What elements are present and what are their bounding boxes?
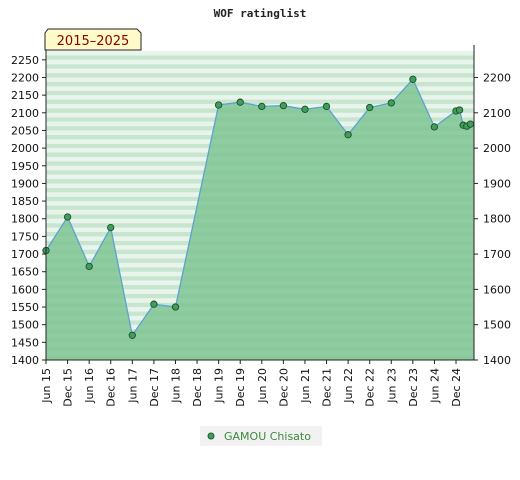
x-tick-label: Jun 18 bbox=[170, 368, 183, 404]
x-tick-label: Jun 19 bbox=[213, 368, 226, 404]
background-band bbox=[46, 59, 474, 65]
left-tick-label: 1500 bbox=[11, 319, 39, 332]
data-point bbox=[150, 300, 158, 308]
year-range-badge: 2015–2025 bbox=[44, 28, 142, 51]
legend-label: GAMOU Chisato bbox=[224, 430, 311, 443]
data-point bbox=[258, 102, 266, 111]
x-tick-label: Dec 17 bbox=[148, 368, 161, 407]
chart-title: WOF ratinglist bbox=[214, 7, 307, 20]
x-tick-label: Jun 22 bbox=[342, 368, 355, 404]
x-tick-label: Jun 21 bbox=[299, 368, 312, 404]
data-point bbox=[85, 262, 93, 271]
background-band bbox=[46, 86, 474, 91]
axes-layer: 1400 1450 1500 1550 1600 1650 1700 1750 1800 1850… bbox=[11, 45, 511, 407]
left-tick-label: 2100 bbox=[11, 107, 39, 120]
right-tick-label: 1500 bbox=[483, 319, 511, 332]
left-tick-label: 1650 bbox=[11, 266, 39, 279]
data-point bbox=[107, 223, 115, 232]
left-tick-label: 1850 bbox=[11, 195, 39, 208]
left-tick-label: 2250 bbox=[11, 54, 39, 67]
background-band bbox=[46, 99, 474, 104]
background-band bbox=[46, 95, 474, 100]
legend: GAMOU Chisato bbox=[200, 426, 322, 446]
marker-layer bbox=[42, 75, 475, 339]
left-tick-label: 2000 bbox=[11, 142, 39, 155]
left-tick-label: 2050 bbox=[11, 124, 39, 137]
left-tick-label: 1550 bbox=[11, 301, 39, 314]
x-tick-label: Dec 22 bbox=[364, 368, 377, 407]
left-tick-label: 1950 bbox=[11, 160, 39, 173]
x-tick-label: Dec 20 bbox=[277, 368, 290, 407]
series-area bbox=[46, 79, 474, 361]
background-band bbox=[46, 73, 474, 78]
background-band bbox=[46, 68, 474, 74]
background-band bbox=[46, 55, 474, 60]
right-tick-label: 2100 bbox=[483, 107, 511, 120]
right-tick-label: 1600 bbox=[483, 283, 511, 296]
data-point bbox=[455, 106, 464, 114]
x-tick-label: Jun 20 bbox=[256, 368, 269, 404]
data-point bbox=[214, 101, 223, 109]
left-tick-label: 1400 bbox=[11, 354, 39, 367]
x-tick-label: Dec 24 bbox=[450, 368, 463, 407]
x-tick-label: Jun 15 bbox=[40, 368, 53, 404]
left-tick-label: 2150 bbox=[11, 89, 39, 102]
data-point bbox=[171, 303, 180, 311]
right-tick-label: 1400 bbox=[483, 354, 511, 367]
left-tick-label: 1700 bbox=[11, 248, 39, 261]
left-tick-label: 2200 bbox=[11, 71, 39, 84]
x-tick-label: Dec 23 bbox=[407, 368, 420, 407]
data-point bbox=[236, 98, 244, 106]
left-tick-label: 1800 bbox=[11, 213, 39, 226]
x-tick-label: Jun 24 bbox=[428, 368, 441, 404]
legend-marker bbox=[207, 432, 215, 440]
left-tick-label: 1450 bbox=[11, 336, 39, 349]
right-tick-label: 2000 bbox=[483, 142, 511, 155]
data-point bbox=[301, 105, 309, 113]
x-tick-label: Dec 16 bbox=[105, 368, 118, 407]
x-tick-label: Jun 23 bbox=[385, 368, 398, 404]
data-point bbox=[409, 75, 417, 83]
background-band bbox=[46, 51, 474, 56]
right-tick-label: 1800 bbox=[483, 213, 511, 226]
background-band bbox=[46, 77, 474, 82]
background-band bbox=[46, 64, 474, 69]
data-point bbox=[466, 120, 475, 128]
left-tick-label: 1600 bbox=[11, 283, 39, 296]
x-tick-label: Dec 19 bbox=[234, 368, 247, 407]
left-tick-label: 1900 bbox=[11, 177, 39, 190]
data-point bbox=[344, 131, 352, 139]
background-band bbox=[46, 90, 474, 96]
data-point bbox=[322, 102, 331, 111]
right-tick-label: 1900 bbox=[483, 177, 511, 190]
right-tick-label: 1700 bbox=[483, 248, 511, 261]
x-tick-label: Dec 21 bbox=[321, 368, 334, 407]
data-point bbox=[430, 123, 439, 131]
data-point bbox=[63, 213, 72, 221]
x-tick-label: Jun 17 bbox=[126, 368, 139, 404]
x-tick-label: Jun 16 bbox=[83, 368, 96, 404]
right-tick-label: 2200 bbox=[483, 71, 511, 84]
badge-shape bbox=[44, 28, 142, 51]
left-tick-label: 1750 bbox=[11, 230, 39, 243]
data-point bbox=[387, 99, 395, 107]
background-band bbox=[46, 81, 474, 87]
badge-label: 2015–2025 bbox=[57, 34, 130, 49]
data-point bbox=[128, 331, 136, 339]
legend-box bbox=[200, 426, 322, 446]
data-point bbox=[366, 103, 374, 112]
data-point bbox=[279, 102, 288, 110]
x-tick-label: Dec 18 bbox=[191, 368, 204, 407]
x-tick-label: Dec 15 bbox=[62, 368, 75, 407]
